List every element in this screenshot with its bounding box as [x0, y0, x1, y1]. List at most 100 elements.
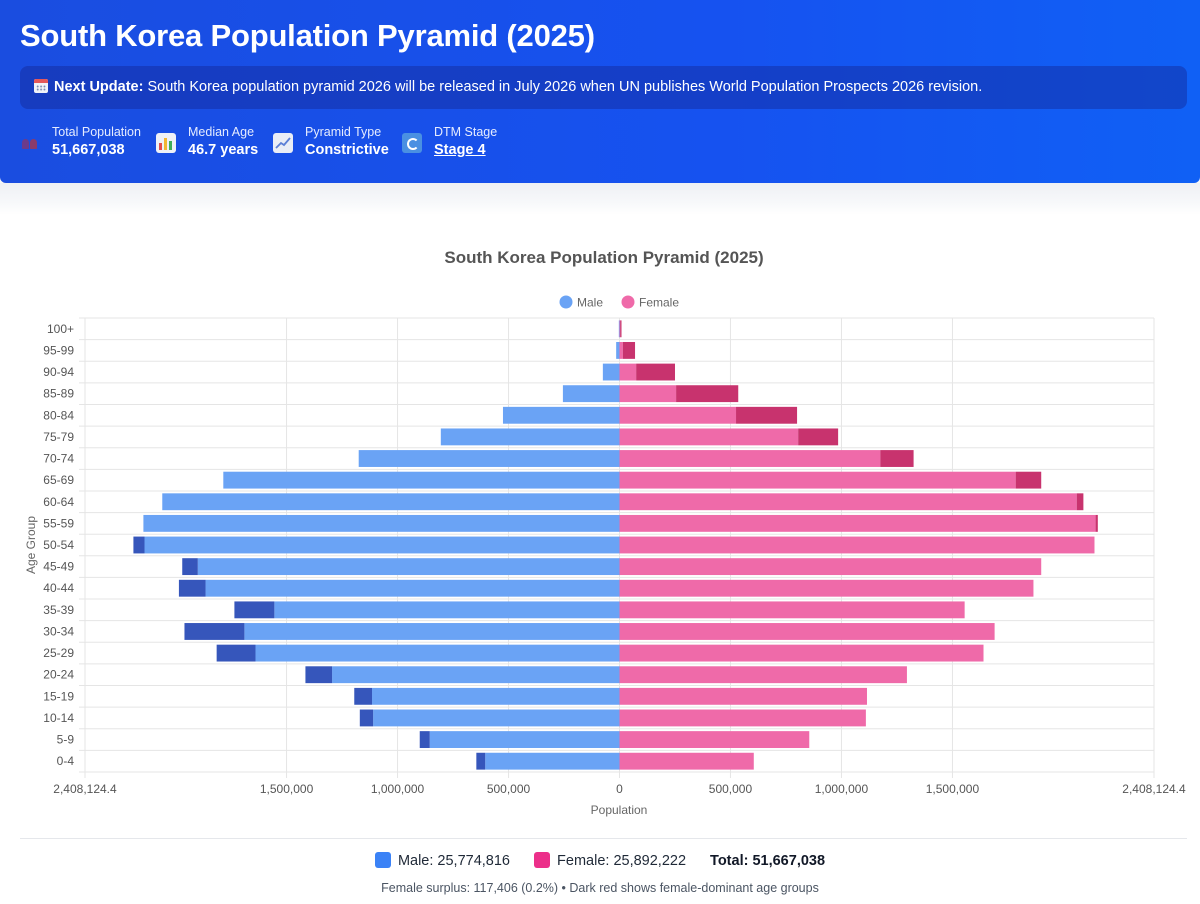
line-chart-icon [273, 133, 293, 153]
bar-male [440, 428, 620, 446]
x-tick-label: 2,408,124.4 [1122, 782, 1186, 796]
y-tick-label: 90-94 [43, 365, 74, 379]
bar-male-surplus [419, 731, 430, 749]
bar-male-surplus [359, 709, 374, 727]
bar-female [619, 406, 737, 424]
bar-female [619, 752, 754, 770]
y-tick-label: 70-74 [43, 452, 74, 466]
bar-male [205, 579, 620, 597]
female-swatch [534, 852, 551, 868]
x-tick-label: 500,000 [709, 782, 753, 796]
y-tick-label: 40-44 [43, 581, 74, 595]
notice-label: Next Update: [54, 79, 144, 95]
population-summary: Male: 25,774,816 Female: 25,892,222 Tota… [0, 852, 1200, 869]
section-shadow [0, 183, 1200, 215]
y-tick-label: 0-4 [57, 754, 75, 768]
page-title: South Korea Population Pyramid (2025) [20, 18, 595, 53]
bar-female-surplus [1015, 471, 1042, 489]
male-total: Male: 25,774,816 [397, 853, 510, 869]
bar-male [429, 731, 620, 749]
bar-female [619, 666, 907, 684]
bar-male-surplus [305, 666, 333, 684]
surplus-footnote: Female surplus: 117,406 (0.2%) • Dark re… [381, 881, 819, 895]
bar-female [619, 385, 677, 403]
y-tick-label: 50-54 [43, 538, 74, 552]
y-axis-ticks: 100+ 95-99 90-94 85-89 80-84 75-79 70-74 65-69 6… [43, 322, 74, 768]
bar-female [619, 579, 1034, 597]
bar-female [619, 320, 621, 338]
bar-female [619, 558, 1042, 576]
male-summary: Male: 25,774,816 [374, 852, 510, 869]
bar-female [619, 341, 623, 359]
y-tick-label: 85-89 [43, 387, 74, 401]
bar-female [619, 450, 881, 467]
bar-male-surplus [184, 623, 245, 640]
legend-marker-female [621, 295, 635, 309]
bar-female-surplus [1095, 514, 1098, 532]
stat-value: 51,667,038 [52, 142, 125, 158]
bar-male-surplus [182, 558, 198, 576]
y-tick-label: 45-49 [43, 560, 74, 574]
legend-label-male: Male [577, 296, 603, 310]
bar-male [332, 666, 620, 684]
bar-male [197, 558, 620, 576]
x-axis-ticks: 2,408,124.4 1,500,000 1,000,000 500,000 0 500… [53, 782, 1186, 796]
notice-text: South Korea population pyramid 2026 will… [147, 79, 983, 95]
x-axis-label: Population [591, 803, 648, 817]
bar-male [502, 406, 620, 424]
bar-female-surplus [636, 363, 675, 381]
y-tick-label: 10-14 [43, 711, 74, 725]
y-tick-label: 55-59 [43, 516, 74, 530]
y-tick-label: 5-9 [57, 733, 75, 747]
x-tick-label: 500,000 [487, 782, 531, 796]
bar-male-surplus [216, 644, 256, 662]
y-tick-label: 30-34 [43, 624, 74, 638]
bar-female-surplus [1076, 493, 1084, 511]
people-icon [20, 133, 40, 153]
stat-label: DTM Stage [434, 125, 498, 139]
header-banner: South Korea Population Pyramid (2025) Ne… [0, 0, 1200, 183]
bar-female [619, 731, 810, 749]
bar-male [618, 320, 620, 338]
bar-female-surplus [880, 450, 914, 467]
dtm-stage-link[interactable]: Stage 4 [434, 142, 486, 158]
y-tick-label: 65-69 [43, 473, 74, 487]
bar-female [619, 514, 1096, 532]
bar-male [143, 514, 620, 532]
bar-male [358, 450, 620, 467]
bar-male-surplus [476, 752, 486, 770]
y-axis-label: Age Group [24, 516, 38, 574]
bar-male [373, 709, 620, 727]
y-tick-label: 100+ [47, 322, 74, 336]
bar-male [562, 385, 620, 403]
stat-value: 46.7 years [188, 142, 259, 158]
x-tick-label: 2,408,124.4 [53, 782, 117, 796]
bar-male [372, 687, 620, 705]
x-tick-label: 1,000,000 [815, 782, 869, 796]
legend-label-female: Female [639, 296, 679, 310]
bar-female [619, 536, 1095, 554]
bar-male [144, 536, 620, 554]
bar-female [619, 363, 637, 381]
bar-male [274, 601, 620, 619]
bar-female [619, 687, 867, 705]
bar-male [602, 363, 620, 381]
update-notice: Next Update: South Korea population pyra… [20, 66, 1187, 109]
summary-divider [20, 838, 1187, 839]
y-tick-label: 35-39 [43, 603, 74, 617]
bar-female [619, 471, 1016, 489]
bar-chart-icon [156, 133, 176, 153]
bar-female-surplus [736, 406, 798, 424]
bar-female [619, 709, 866, 727]
stat-value: Constrictive [305, 142, 389, 158]
bar-male [255, 644, 620, 662]
bar-male [162, 493, 620, 511]
bar-male [616, 341, 620, 359]
population-pyramid-chart: South Korea Population Pyramid (2025) Ma… [24, 248, 1186, 817]
chart-title: South Korea Population Pyramid (2025) [444, 248, 763, 267]
bar-male [244, 623, 620, 640]
bar-male-surplus [354, 687, 373, 705]
x-tick-label: 1,500,000 [926, 782, 980, 796]
y-tick-label: 20-24 [43, 668, 74, 682]
bar-female-surplus [622, 341, 636, 359]
